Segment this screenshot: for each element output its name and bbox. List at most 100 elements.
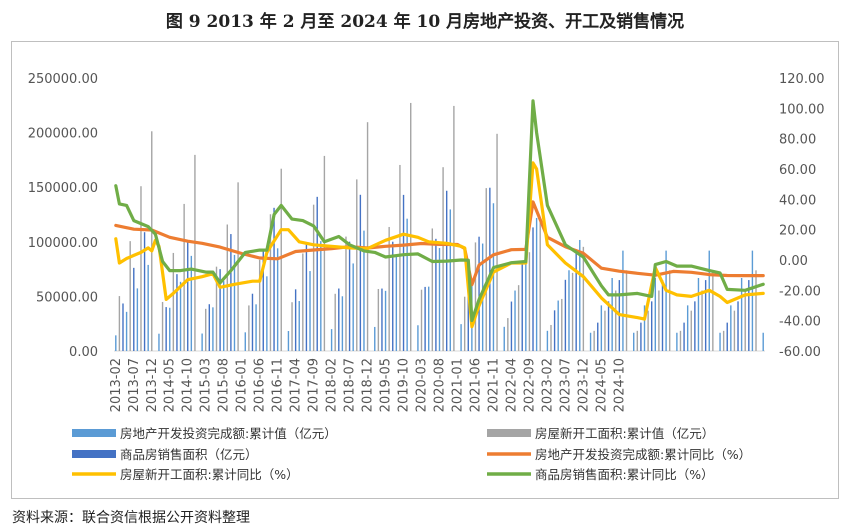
bar <box>366 122 369 351</box>
bar <box>302 253 304 351</box>
bar <box>730 305 732 351</box>
left-axis-tick-label: 150000.00 <box>28 181 98 196</box>
bar <box>183 203 185 351</box>
bar <box>115 335 117 351</box>
bar <box>352 263 354 351</box>
bar <box>316 196 318 351</box>
x-tick-label: 2018-12 <box>361 358 376 412</box>
chart-svg: 0.00 50000.00 100000.00 150000.00 200000.00 2… <box>28 72 825 482</box>
bar <box>291 302 293 351</box>
bar <box>392 241 394 351</box>
bar <box>395 254 398 351</box>
bar <box>208 304 211 351</box>
legend-label: 房屋新开工面积:累计同比（%） <box>120 467 299 482</box>
bar <box>701 290 703 351</box>
bar <box>237 182 239 351</box>
bar <box>668 270 671 351</box>
left-axis-tick-label: 50000.00 <box>36 290 98 305</box>
bar <box>600 305 603 351</box>
right-axis-tick-label: -40.00 <box>779 315 821 330</box>
bar <box>151 131 153 351</box>
bar <box>215 266 218 351</box>
legend-label: 商品房销售面积:累计同比（%） <box>535 467 714 482</box>
x-tick-label: 2013-12 <box>145 358 160 412</box>
bar <box>359 194 362 351</box>
bar <box>165 307 167 351</box>
bar <box>176 274 178 351</box>
x-tick-label: 2019-05 <box>379 358 394 412</box>
bar <box>309 271 311 351</box>
bar <box>679 330 682 351</box>
bar <box>294 289 297 351</box>
bar <box>665 250 667 351</box>
legend-label: 商品房销售面积（亿元） <box>120 447 258 462</box>
bar <box>273 207 275 351</box>
bar <box>607 301 610 351</box>
bar <box>694 301 696 351</box>
left-axis-tick-label: 0.00 <box>69 345 98 360</box>
bar <box>384 290 387 351</box>
x-tick-label: 2019-10 <box>397 358 412 412</box>
bar <box>320 241 322 351</box>
bar <box>582 246 585 351</box>
bar <box>489 187 491 351</box>
x-tick-label: 2020-03 <box>415 358 430 412</box>
left-axis-tick-label: 250000.00 <box>28 72 98 87</box>
bar <box>258 259 261 351</box>
x-tick-label: 2021-06 <box>468 358 483 412</box>
bar <box>733 310 736 351</box>
bar <box>363 230 365 351</box>
bar <box>435 238 437 351</box>
bar <box>201 333 203 351</box>
bar <box>312 204 315 351</box>
bar <box>194 154 196 351</box>
bar <box>449 209 451 351</box>
right-axis-tick-label: 100.00 <box>779 102 825 117</box>
bar <box>348 241 351 351</box>
legend-label: 房地产开发投资完成额:累计值（亿元） <box>120 426 337 441</box>
bar <box>485 188 487 351</box>
bar <box>136 288 139 351</box>
bar <box>661 280 664 351</box>
bar <box>417 325 419 351</box>
right-axis-tick-label: 20.00 <box>779 224 816 239</box>
series-line <box>114 99 765 323</box>
bar <box>575 249 577 351</box>
bar <box>266 276 268 351</box>
bar <box>330 329 333 351</box>
bar <box>633 332 635 351</box>
bar <box>219 269 221 351</box>
legend-label: 房屋新开工面积:累计值（亿元） <box>535 426 714 441</box>
right-axis-tick-label: -20.00 <box>779 284 821 299</box>
bar <box>737 301 739 351</box>
bar <box>399 164 401 351</box>
bar <box>222 281 225 351</box>
bar <box>719 332 721 351</box>
bar <box>503 326 505 351</box>
bar <box>381 288 383 351</box>
bar <box>172 252 175 351</box>
x-tick-label: 2016-01 <box>235 358 250 412</box>
bar <box>420 289 423 351</box>
bar <box>615 290 617 351</box>
left-axis-tick-label: 200000.00 <box>28 127 98 142</box>
chart-title: 图 9 2013 年 2 月至 2024 年 10 月房地产投资、开工及销售情况 <box>165 12 685 32</box>
right-axis-tick-label: 0.00 <box>779 254 808 269</box>
bar <box>643 305 646 351</box>
legend-swatch <box>72 450 116 458</box>
bar <box>557 300 559 351</box>
x-tick-label: 2021-01 <box>450 358 465 412</box>
x-tick-label: 2013-02 <box>109 358 124 412</box>
right-axis-tick-label: 40.00 <box>779 193 816 208</box>
bar <box>345 236 347 351</box>
bar <box>535 217 538 351</box>
x-tick-label: 2024-05 <box>594 358 609 412</box>
x-tick-label: 2020-08 <box>433 358 448 412</box>
x-tick-label: 2016-06 <box>253 358 268 412</box>
bar <box>564 279 567 351</box>
x-tick-label: 2021-11 <box>486 358 501 412</box>
source-note: 资料来源：联合资信根据公开资料整理 <box>12 510 250 526</box>
bar <box>568 270 570 351</box>
x-tick-label: 2018-02 <box>325 358 340 412</box>
bar <box>445 190 448 351</box>
